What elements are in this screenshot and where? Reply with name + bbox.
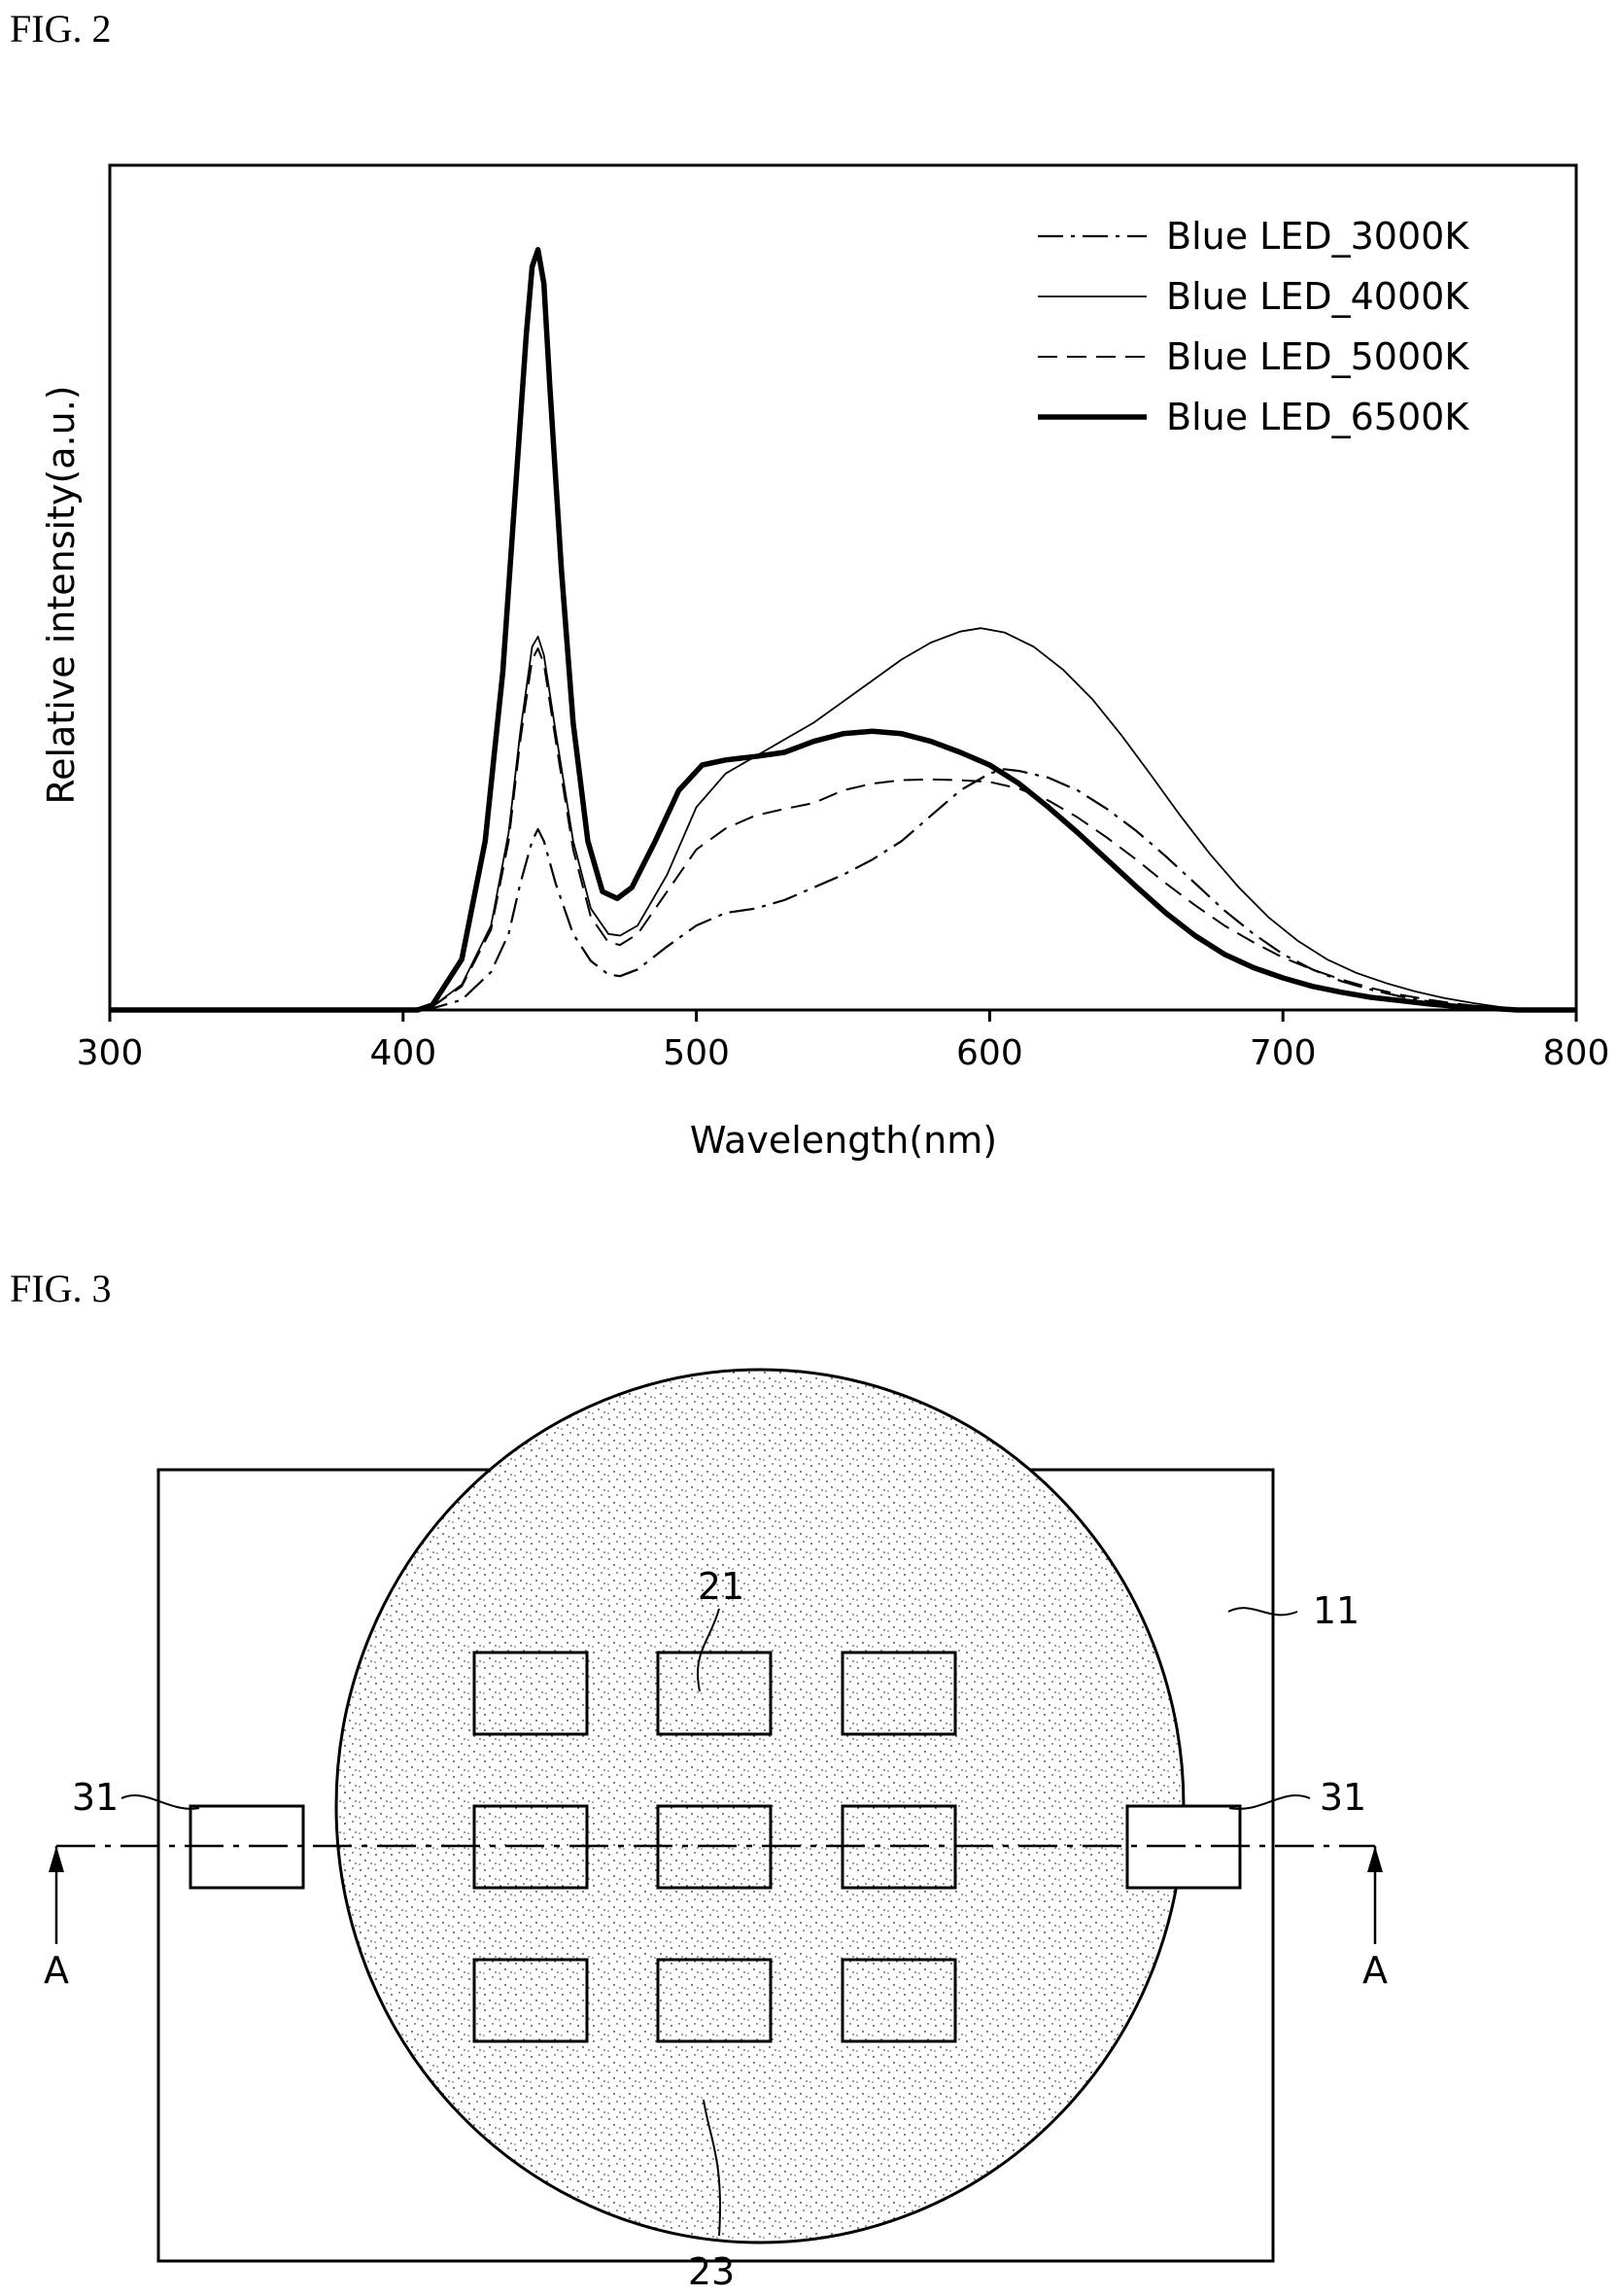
section-arrow-right-head — [1367, 1846, 1383, 1872]
x-tick-label: 600 — [956, 1033, 1023, 1073]
ref-label-21: 21 — [698, 1565, 744, 1608]
section-arrow-left-head — [49, 1846, 64, 1872]
section-label-left: A — [44, 1949, 69, 1992]
fig3-diagram: A A 21 23 11 31 31 — [44, 1370, 1388, 2293]
series-line-0 — [110, 769, 1576, 1010]
x-tick-label: 300 — [77, 1033, 144, 1073]
legend-label-3: Blue LED_6500K — [1166, 396, 1469, 438]
ref-label-31-left: 31 — [72, 1776, 119, 1819]
x-tick-label: 400 — [369, 1033, 436, 1073]
ref-label-23: 23 — [688, 2250, 735, 2293]
ref-label-11: 11 — [1313, 1589, 1360, 1632]
legend-label-2: Blue LED_5000K — [1166, 335, 1469, 378]
series-line-1 — [110, 628, 1576, 1010]
legend-label-1: Blue LED_4000K — [1166, 275, 1469, 318]
legend-label-0: Blue LED_3000K — [1166, 215, 1469, 258]
x-tick-label: 800 — [1543, 1033, 1610, 1073]
leader-11 — [1228, 1608, 1297, 1615]
x-tick-label: 500 — [663, 1033, 730, 1073]
x-axis-title: Wavelength(nm) — [690, 1119, 997, 1162]
leader-31-left — [121, 1795, 199, 1809]
fig2-chart: 300 400 500 600 700 800 Wavelength(nm) Relati… — [40, 165, 1609, 1162]
legend: Blue LED_3000K Blue LED_4000K Blue LED_500… — [1038, 215, 1469, 438]
section-label-right: A — [1362, 1949, 1388, 1992]
x-axis-ticks: 300 400 500 600 700 800 — [77, 1010, 1610, 1073]
x-tick-label: 700 — [1250, 1033, 1317, 1073]
ref-label-31-right: 31 — [1320, 1776, 1366, 1819]
y-axis-title: Relative intensity(a.u.) — [40, 385, 83, 804]
